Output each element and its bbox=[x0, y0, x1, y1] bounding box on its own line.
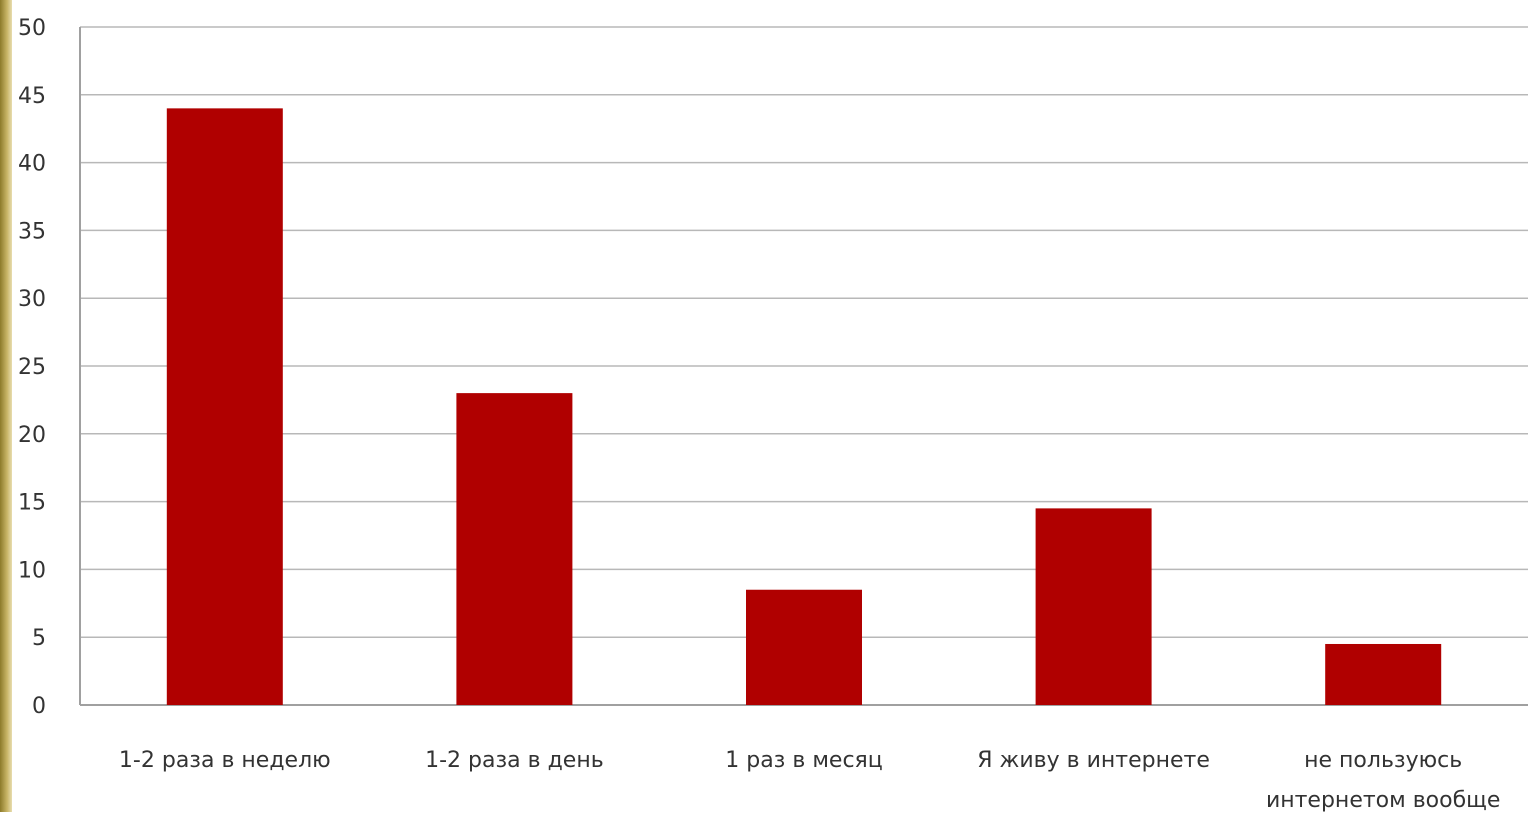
gridlines bbox=[79, 26, 1528, 706]
bar bbox=[1035, 508, 1152, 705]
y-tick-labels: 0 5 10 15 20 25 30 35 40 45 50 bbox=[18, 16, 46, 719]
y-tick-label: 35 bbox=[18, 219, 46, 244]
x-tick-label: Я живу в интернете bbox=[977, 748, 1210, 773]
bars bbox=[166, 108, 1442, 706]
x-tick-label: 1-2 раза в день bbox=[425, 748, 604, 773]
bar bbox=[1325, 643, 1442, 705]
y-tick-label: 30 bbox=[18, 287, 46, 312]
left-decorative-strip bbox=[0, 0, 12, 812]
x-tick-label-line: 1 раз в месяц bbox=[725, 748, 883, 773]
y-tick-label: 15 bbox=[18, 491, 46, 516]
bar bbox=[166, 108, 283, 706]
bar bbox=[746, 589, 862, 705]
y-tick-label: 10 bbox=[18, 558, 46, 583]
y-tick-label: 5 bbox=[32, 626, 46, 651]
x-tick-label-line: интернетом вообще bbox=[1266, 788, 1501, 812]
y-tick-label: 0 bbox=[32, 694, 46, 719]
y-tick-label: 45 bbox=[18, 84, 46, 109]
x-tick-labels: 1-2 раза в неделю 1-2 раза в день 1 раз в … bbox=[119, 748, 1501, 813]
y-tick-label: 50 bbox=[18, 16, 46, 41]
y-tick-label: 25 bbox=[18, 355, 46, 380]
x-tick-label-line: Я живу в интернете bbox=[977, 748, 1210, 773]
x-tick-label-line: 1-2 раза в неделю bbox=[119, 748, 331, 773]
x-tick-label: 1-2 раза в неделю bbox=[119, 748, 331, 773]
x-tick-label-line: не пользуюсь bbox=[1304, 748, 1462, 773]
x-tick-label-line: 1-2 раза в день bbox=[425, 748, 604, 773]
x-tick-label: 1 раз в месяц bbox=[725, 748, 883, 773]
x-tick-label: не пользуюсь интернетом вообще bbox=[1266, 748, 1501, 812]
y-tick-label: 40 bbox=[18, 152, 46, 177]
bar bbox=[456, 393, 573, 705]
y-tick-label: 20 bbox=[18, 423, 46, 448]
